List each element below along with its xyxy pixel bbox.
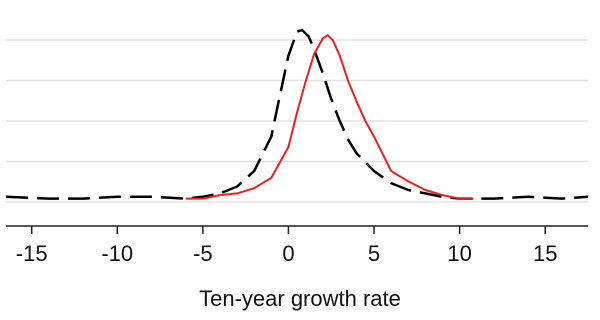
x-tick-label: 10: [447, 241, 471, 266]
x-tick-label: -15: [16, 241, 48, 266]
x-tick-label: -5: [193, 241, 213, 266]
x-tick-label: -10: [101, 241, 133, 266]
series-line-solid: [185, 34, 474, 200]
series-line-dashed: [5, 28, 589, 200]
gridlines: [6, 39, 588, 203]
x-tick-label: 0: [282, 241, 294, 266]
x-axis-title: Ten-year growth rate: [199, 286, 401, 311]
x-tick-label: 15: [533, 241, 557, 266]
series-group: [5, 28, 589, 200]
x-axis-ticks: -15 -10 -5 0 5 10 15: [16, 226, 557, 266]
x-tick-label: 5: [368, 241, 380, 266]
